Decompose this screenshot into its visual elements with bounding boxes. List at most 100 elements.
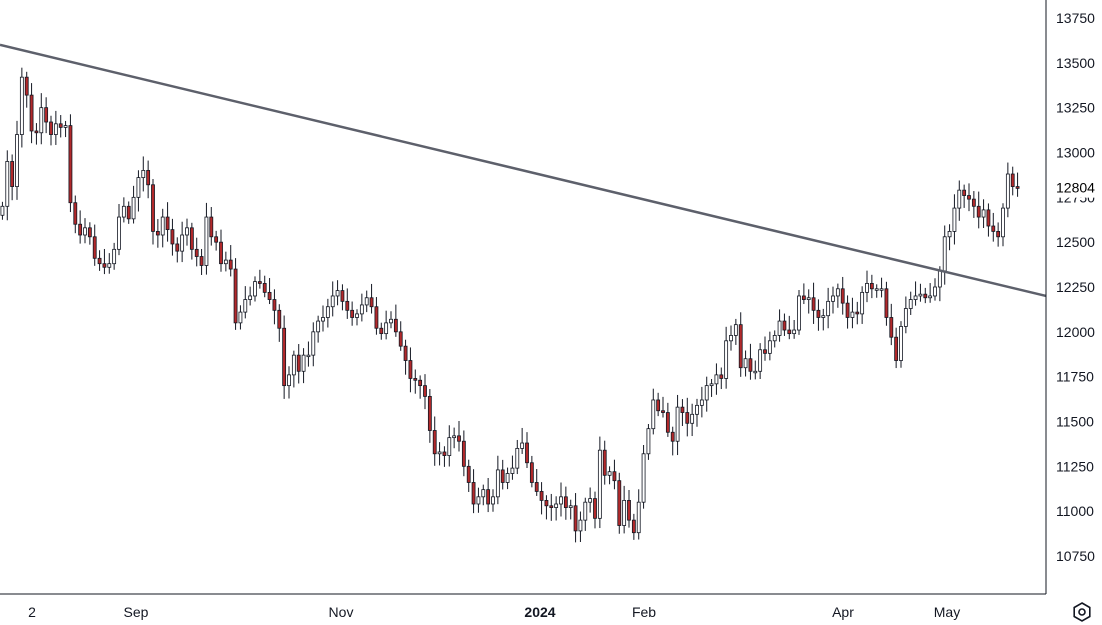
candle-down[interactable] <box>432 430 437 455</box>
candle-up[interactable] <box>321 317 325 322</box>
candle-down[interactable] <box>486 489 491 505</box>
candle-up[interactable] <box>335 290 340 297</box>
candle-up[interactable] <box>928 295 933 299</box>
candle-up[interactable] <box>306 354 311 358</box>
candle-up[interactable] <box>588 498 593 503</box>
candle-up[interactable] <box>316 320 321 333</box>
candle-up[interactable] <box>107 263 112 268</box>
candle-up[interactable] <box>675 406 680 442</box>
candle-up[interactable] <box>1005 173 1010 209</box>
candle-up[interactable] <box>777 320 782 336</box>
candle-down[interactable] <box>92 236 97 259</box>
candle-up[interactable] <box>248 295 253 300</box>
candle-down[interactable] <box>340 290 345 302</box>
candle-up[interactable] <box>821 315 826 318</box>
candle-up[interactable] <box>160 216 165 236</box>
candle-up[interactable] <box>559 496 563 505</box>
candle-up[interactable] <box>359 304 364 315</box>
candle-down[interactable] <box>155 231 160 236</box>
candle-down[interactable] <box>996 231 1001 238</box>
candle-up[interactable] <box>831 295 835 302</box>
candle-up[interactable] <box>879 288 884 291</box>
candle-down[interactable] <box>29 94 34 132</box>
candle-down[interactable] <box>262 283 267 293</box>
candle-up[interactable] <box>714 374 719 385</box>
candle-up[interactable] <box>806 297 811 300</box>
candle-up[interactable] <box>0 205 5 216</box>
candle-down[interactable] <box>763 349 767 354</box>
candle-up[interactable] <box>918 293 923 297</box>
candle-down[interactable] <box>413 378 418 381</box>
candle-up[interactable] <box>651 399 656 430</box>
candle-down[interactable] <box>267 291 272 300</box>
candle-up[interactable] <box>690 413 695 424</box>
candle-down[interactable] <box>219 241 223 265</box>
candle-down[interactable] <box>986 209 991 227</box>
candle-up[interactable] <box>180 234 185 252</box>
candle-down[interactable] <box>102 263 107 268</box>
candle-down[interactable] <box>544 500 549 507</box>
candle-down[interactable] <box>563 496 568 508</box>
candle-up[interactable] <box>355 313 359 318</box>
candle-up[interactable] <box>913 295 918 300</box>
candle-up[interactable] <box>933 286 937 297</box>
candle-up[interactable] <box>772 335 777 342</box>
candle-down[interactable] <box>962 189 967 196</box>
time-axis[interactable]: 2 Sep Nov 2024 Feb Apr May <box>28 604 960 620</box>
candle-down[interactable] <box>748 358 753 372</box>
candle-up[interactable] <box>185 227 189 236</box>
candle-down[interactable] <box>738 324 743 369</box>
candle-up[interactable] <box>287 374 291 387</box>
candle-up[interactable] <box>695 404 699 415</box>
candle-down[interactable] <box>418 379 423 387</box>
candle-down[interactable] <box>923 293 928 299</box>
candle-down[interactable] <box>126 205 131 220</box>
candle-down[interactable] <box>656 399 661 412</box>
candle-up[interactable] <box>622 500 627 526</box>
candle-down[interactable] <box>165 216 170 231</box>
settings-hexagon-icon[interactable] <box>1073 602 1091 622</box>
candle-down[interactable] <box>539 491 544 501</box>
candle-up[interactable] <box>437 451 442 455</box>
candle-up[interactable] <box>699 399 704 406</box>
candle-up[interactable] <box>899 326 903 361</box>
candle-down[interactable] <box>811 297 816 311</box>
candle-up[interactable] <box>874 288 879 291</box>
candle-down[interactable] <box>374 306 379 329</box>
candle-up[interactable] <box>63 125 68 128</box>
candle-down[interactable] <box>345 300 350 311</box>
candle-down[interactable] <box>525 442 529 464</box>
candle-down[interactable] <box>855 311 860 315</box>
candle-up[interactable] <box>568 505 573 508</box>
candle-down[interactable] <box>1015 186 1020 189</box>
candle-down[interactable] <box>58 123 63 128</box>
candle-up[interactable] <box>942 236 947 272</box>
candle-down[interactable] <box>272 299 277 311</box>
candle-down[interactable] <box>408 360 413 379</box>
trendline[interactable] <box>0 43 1047 298</box>
candle-up[interactable] <box>981 209 986 218</box>
candle-down[interactable] <box>840 288 845 304</box>
candle-up[interactable] <box>704 385 709 401</box>
candle-down[interactable] <box>199 256 204 266</box>
candle-up[interactable] <box>121 205 126 218</box>
candle-up[interactable] <box>908 299 913 309</box>
candle-down[interactable] <box>228 259 233 270</box>
candle-up[interactable] <box>481 489 486 498</box>
candle-up[interactable] <box>311 331 316 356</box>
candle-down[interactable] <box>991 225 996 232</box>
candle-down[interactable] <box>214 236 219 243</box>
candle-down[interactable] <box>73 202 78 225</box>
candle-down[interactable] <box>44 107 49 123</box>
candle-up[interactable] <box>39 107 44 134</box>
candle-up[interactable] <box>636 501 641 534</box>
candle-up[interactable] <box>826 300 831 317</box>
candle-down[interactable] <box>816 309 821 318</box>
candle-up[interactable] <box>141 170 146 179</box>
candle-up[interactable] <box>865 283 869 293</box>
candle-down[interactable] <box>369 297 374 308</box>
candle-down[interactable] <box>427 395 432 431</box>
candle-up[interactable] <box>597 449 602 519</box>
candle-up[interactable] <box>835 288 840 297</box>
